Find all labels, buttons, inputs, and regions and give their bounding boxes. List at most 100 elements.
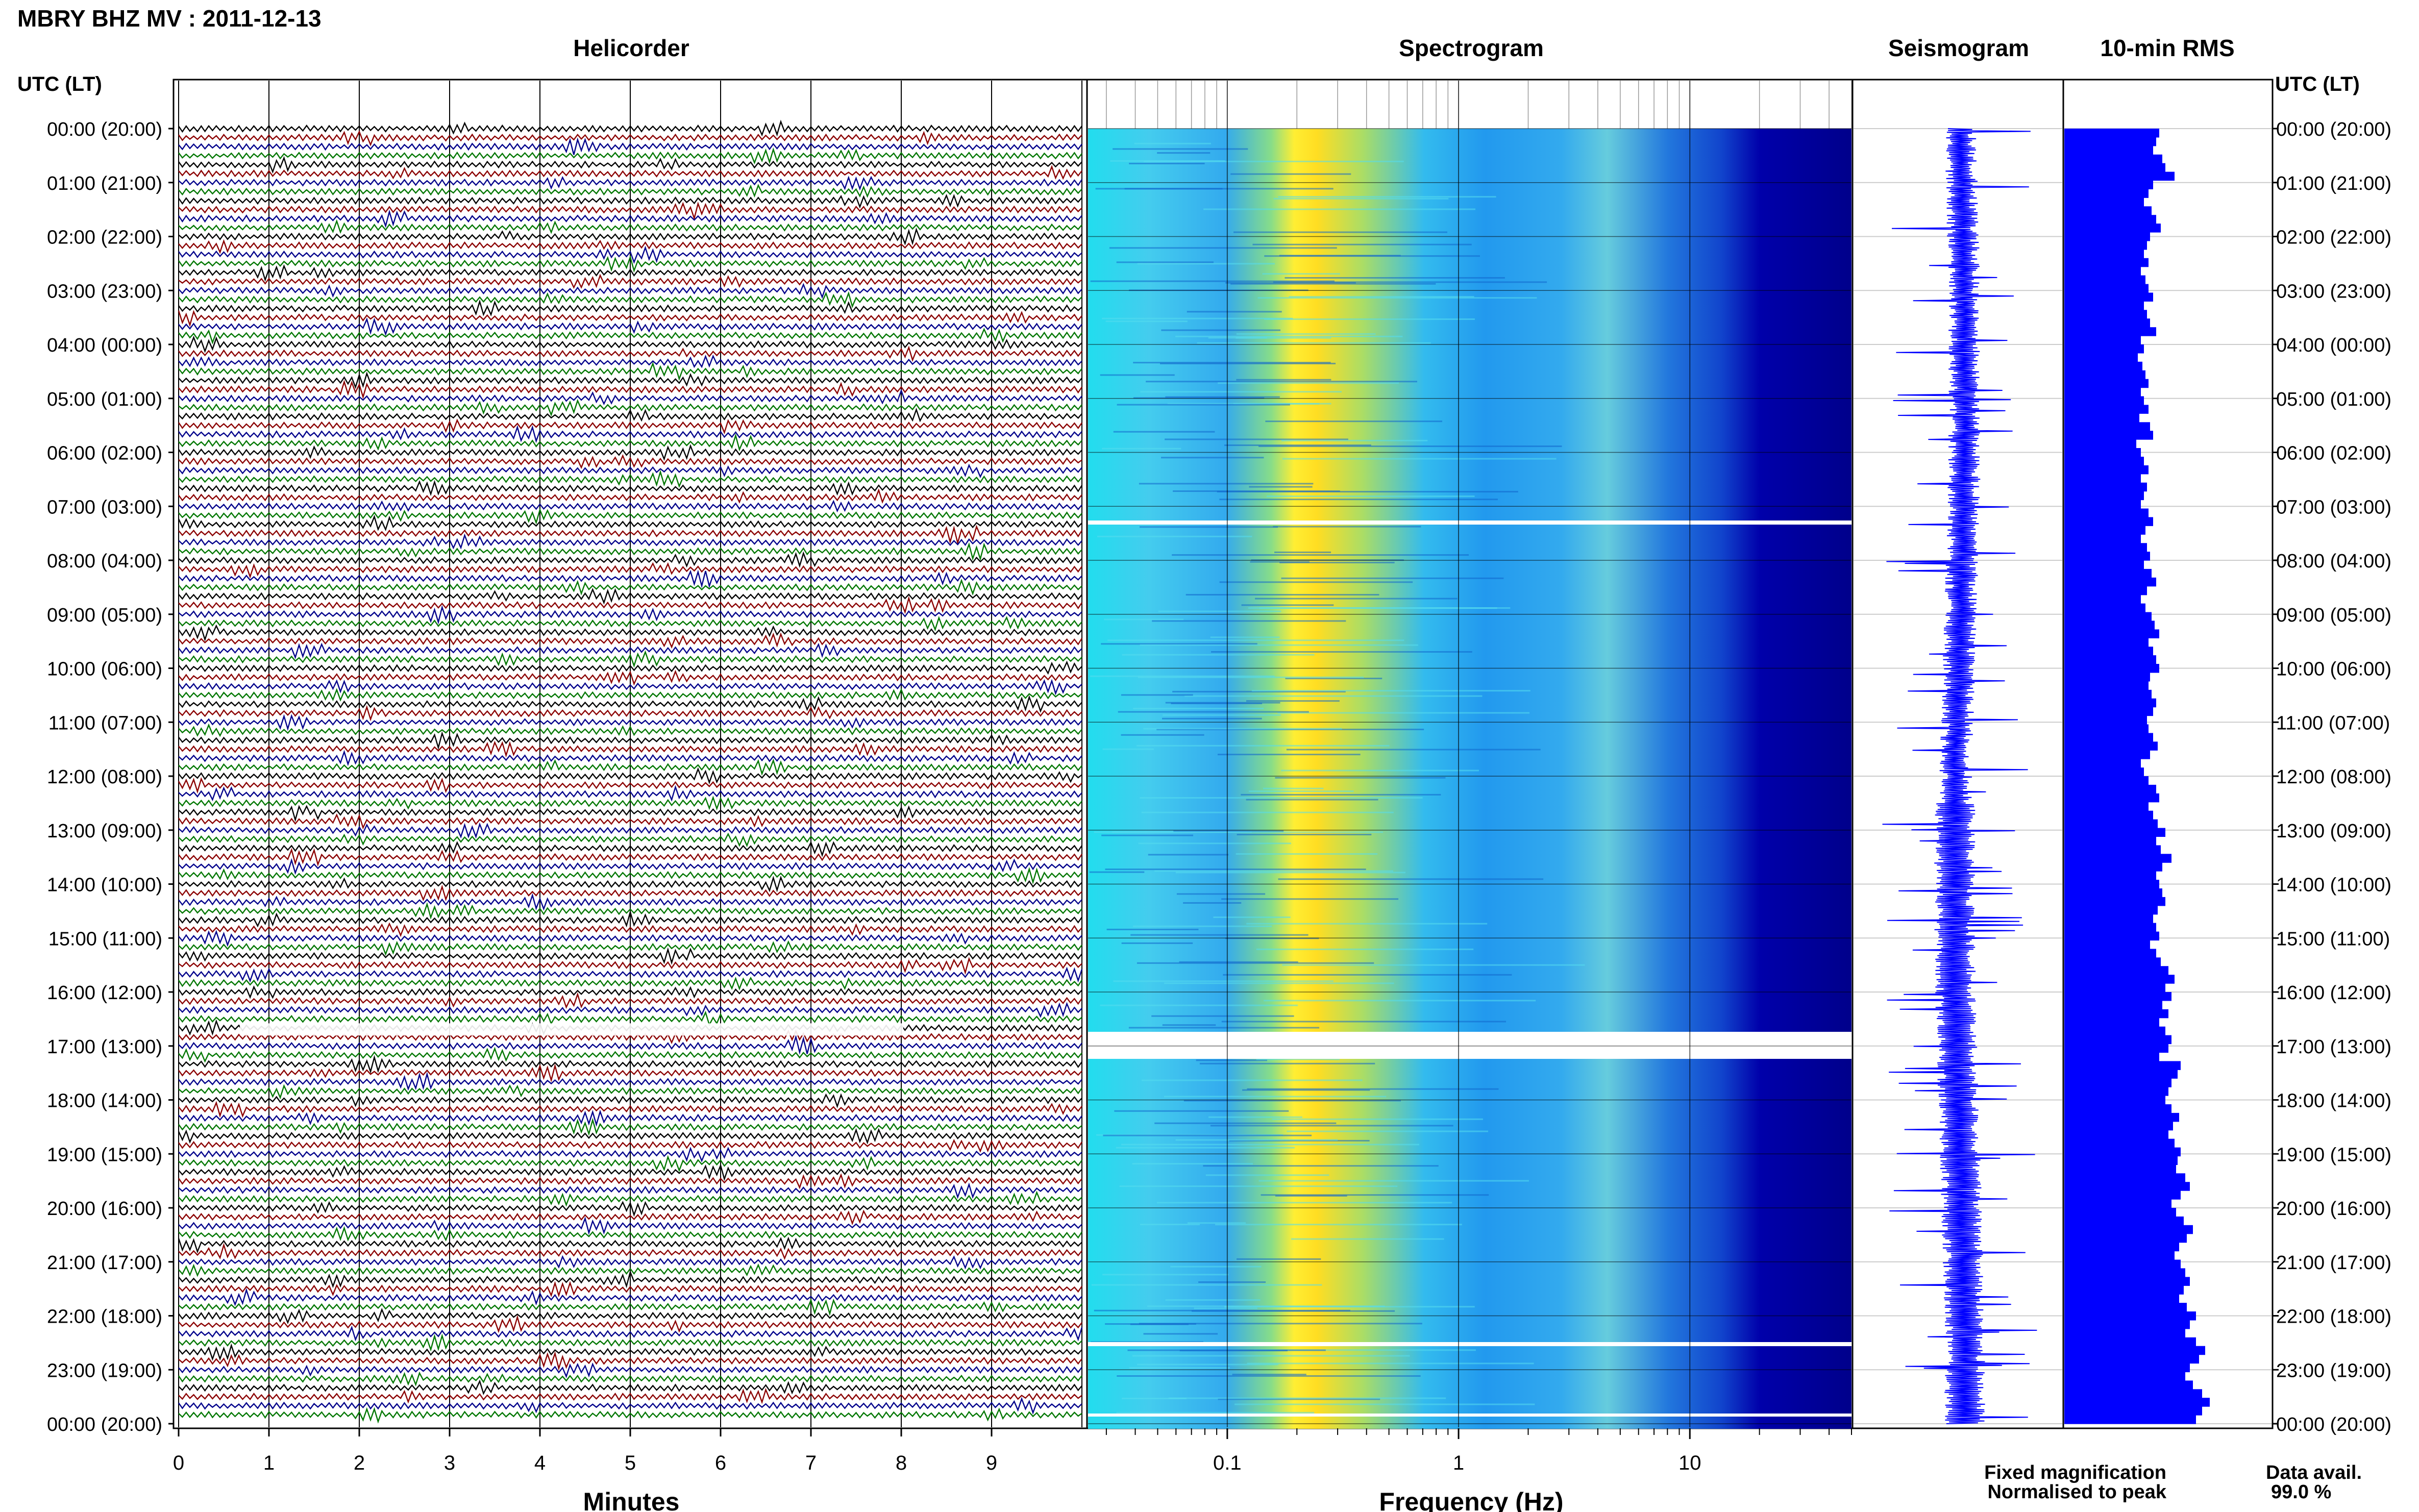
helicorder-trace-row [178,642,1082,659]
spectrogram-streak [1264,255,1480,257]
rms-bar [2064,689,2152,699]
spectrogram-streak [1247,1088,1499,1090]
spectrogram-streak [1247,1362,1534,1365]
spectrogram-streak [1275,777,1446,779]
helicorder-trace-row [178,283,1082,299]
time-axis-label-right: UTC (LT) [2275,73,2360,95]
spectrogram-streak [1124,188,1334,190]
helicorder-trace-row [178,514,1082,532]
rms-bar [2064,603,2145,613]
rms-bar [2064,1078,2171,1087]
rms-bar [2064,949,2156,958]
minute-tick-label: 2 [354,1452,365,1474]
spectrogram-streak [1272,1118,1483,1120]
spectrogram-streak [1232,1374,1306,1376]
helicorder-trace-row [178,1351,1082,1371]
helicorder-trace-row [178,1387,1082,1404]
rms-bar [2064,897,2165,906]
spectrogram-streak [1285,678,1383,680]
rms-bar [2064,1026,2165,1036]
spectrogram-streak [1140,797,1423,799]
helicorder-trace-row [178,1118,1082,1136]
spectrogram-streak [1208,1116,1303,1118]
legend-fixed-magnification: Fixed magnification [1984,1462,2166,1483]
spectrogram-streak [1211,651,1472,653]
rms-bar [2064,258,2149,267]
hour-label-left: 01:00 (21:00) [47,173,162,194]
spectrogram-streak [1172,554,1469,556]
hour-label-right: 05:00 (01:00) [2276,389,2391,410]
rms-bar [2064,1138,2175,1148]
rms-panel [2062,79,2274,1429]
helicorder-trace-row [178,508,1082,525]
rms-bar [2064,1191,2181,1200]
helicorder-trace-row [178,317,1082,336]
rms-bar [2064,491,2144,501]
hour-label-left: 00:00 (20:00) [47,119,162,140]
rms-bar [2064,1346,2205,1355]
helicorder-trace-row [178,354,1082,368]
helicorder-trace-row [178,1270,1082,1288]
spectrogram-streak [1132,1355,1410,1357]
frequency-tick-label: 10 [1679,1452,1701,1474]
hour-label-right: 12:00 (08:00) [2276,766,2391,788]
spectrogram-streak [1165,396,1280,398]
spectrogram-streak [1184,695,1483,697]
rms-bar [2064,1328,2185,1338]
rms-bar [2064,836,2156,846]
helicorder-trace-row [178,1281,1082,1298]
rms-bar [2064,145,2153,155]
seismogram-header: Seismogram [1888,35,2029,61]
spectrogram-streak [1235,1403,1535,1405]
spectrogram-streak [1263,787,1324,789]
rms-bar [2064,508,2149,517]
rms-bar [2064,759,2141,768]
helicorder-trace-row [178,670,1082,686]
spectrogram-streak [1282,964,1585,966]
frequency-axis: 0.1 1 10 [1088,81,1852,1474]
rms-bar [2064,1147,2181,1157]
spectrogram-streak [1236,379,1331,381]
helicorder-trace-row [178,1055,1082,1074]
spectrogram-streak [1213,916,1291,919]
spectrogram-streak [1097,535,1252,537]
spectrogram-streak [1121,734,1204,736]
spectrogram-streak [1187,311,1282,313]
spectrogram-streak [1140,1224,1200,1226]
spectrogram-streak [1163,714,1281,716]
spectrogram-streak [1138,842,1291,845]
spectrogram-streak [1137,962,1374,964]
hour-label-left: 14:00 (10:00) [47,875,162,896]
spectrogram-streak [1114,1110,1289,1112]
helicorder-trace-row [178,310,1082,327]
spectrogram-streak [1109,247,1337,249]
rms-bar [2064,431,2153,440]
rms-bar [2064,1130,2168,1139]
hour-labels-left: 00:00 (20:00) 01:00 (21:00) 02:00 (22:00) 0… [47,119,174,1435]
spectrogram-streak [1100,1004,1298,1006]
helicorder-trace-row [178,1138,1083,1153]
spectrogram-streak [1183,902,1242,904]
helicorder-trace-row [178,884,1082,902]
spectrogram-streak [1102,448,1181,450]
rms-bar [2064,336,2141,345]
helicorder-trace-row [178,245,1082,264]
rms-bar [2064,232,2150,241]
helicorder-trace-row [178,940,1082,956]
helicorder-trace-row [178,130,1082,146]
spectrogram-streak [1215,1224,1462,1226]
spectrogram-streak [1175,872,1405,874]
rms-bar [2064,931,2159,941]
helicorder-trace-row [178,176,1082,191]
spectrogram-streak [1285,277,1505,279]
helicorder-trace-row [178,1034,1082,1055]
spectrogram-streak [1218,382,1399,384]
rms-bar [2064,715,2147,725]
rms-bar [2064,552,2150,561]
spectrogram-streak [1217,754,1361,756]
hour-label-right: 13:00 (09:00) [2276,821,2391,842]
rms-bar [2064,1242,2179,1252]
rms-bar [2064,163,2165,172]
helicorder-trace-row [178,380,1082,400]
spectrogram-streak [1274,551,1331,553]
